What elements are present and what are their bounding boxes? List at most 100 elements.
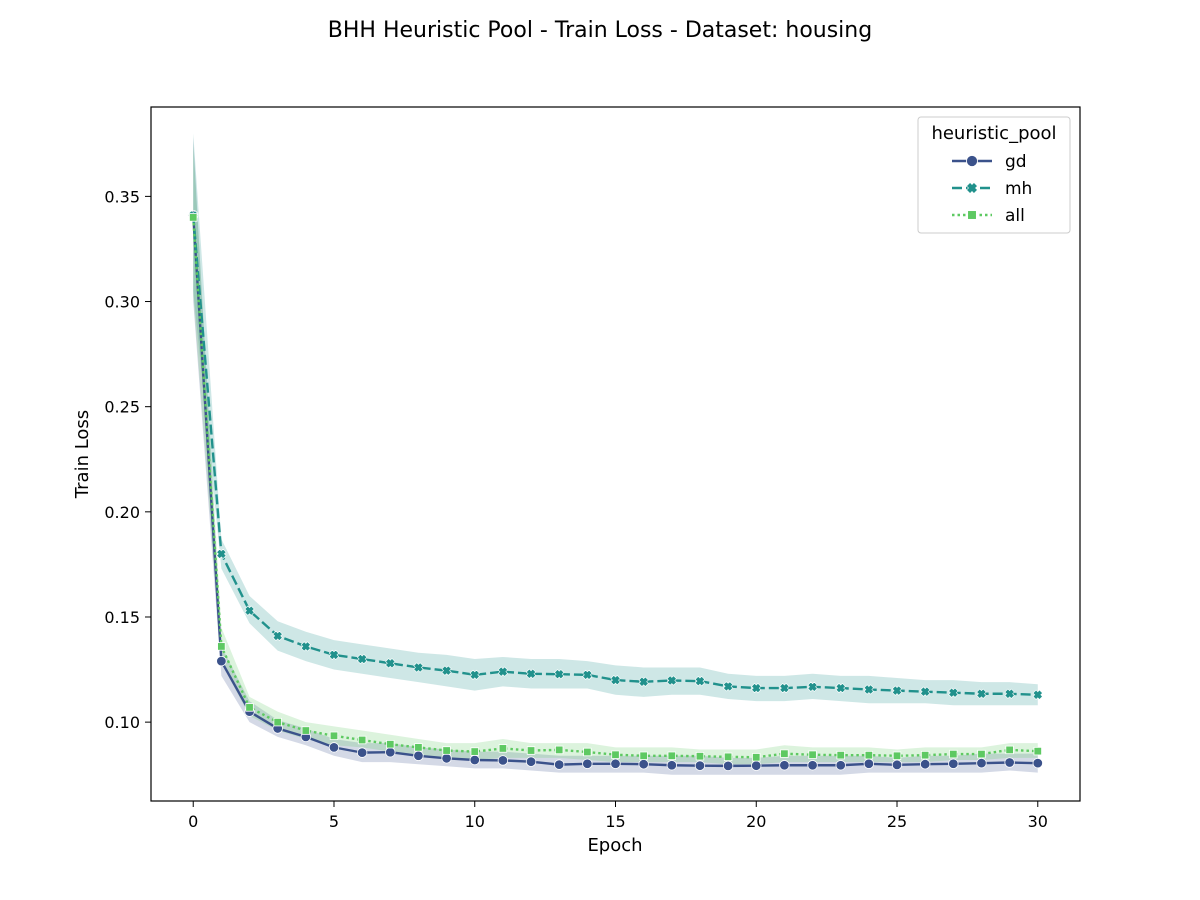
point-mh — [835, 682, 846, 694]
point-gd — [779, 760, 790, 771]
point-gd — [863, 758, 875, 769]
x-axis-label: Epoch — [587, 835, 642, 856]
point-gd — [385, 747, 396, 758]
point-gd — [919, 758, 931, 770]
point-mh — [920, 686, 931, 697]
y-tick-label: 0.30 — [104, 293, 140, 312]
point-mh — [272, 630, 283, 642]
point-gd — [948, 758, 959, 769]
point-gd — [807, 760, 818, 771]
point-all — [639, 751, 648, 760]
point-all — [526, 746, 536, 755]
point-gd — [638, 758, 649, 770]
point-all — [245, 703, 254, 712]
y-tick-label: 0.15 — [104, 608, 140, 627]
chart-title: BHH Heuristic Pool - Train Loss - Datase… — [328, 18, 872, 43]
x-tick-label: 0 — [188, 812, 198, 831]
point-mh — [582, 669, 593, 680]
point-mh — [610, 674, 621, 686]
point-all — [611, 750, 620, 759]
point-mh — [807, 681, 818, 692]
point-all — [498, 744, 508, 753]
point-mh — [976, 688, 987, 699]
point-mh — [441, 665, 452, 676]
point-gd — [553, 759, 565, 770]
point-mh — [554, 669, 565, 680]
point-gd — [469, 754, 480, 766]
point-all — [723, 752, 733, 762]
point-mh — [694, 676, 706, 687]
point-all — [470, 747, 479, 756]
x-tick-label: 10 — [465, 812, 485, 831]
point-mh — [525, 668, 537, 679]
point-all — [301, 726, 311, 735]
point-gd — [976, 757, 987, 769]
y-tick-label: 0.35 — [104, 187, 140, 206]
point-gd — [582, 758, 593, 769]
legend-label-gd: gd — [1005, 152, 1027, 172]
point-mh — [328, 649, 340, 660]
point-gd — [835, 760, 846, 771]
y-tick-label: 0.20 — [104, 503, 140, 522]
point-gd — [356, 747, 368, 758]
point-mh — [1004, 688, 1015, 699]
legend-box — [917, 116, 1071, 234]
point-all — [864, 750, 874, 760]
point-all — [780, 749, 789, 758]
point-gd — [216, 655, 227, 667]
point-all — [329, 731, 339, 741]
legend-item-all: all — [952, 206, 1025, 226]
y-axis-label: Train Loss — [72, 410, 93, 499]
x-tick-label: 15 — [605, 812, 625, 831]
point-all — [189, 213, 198, 222]
band-mh — [193, 133, 1038, 706]
point-mh — [216, 548, 227, 560]
y-tick-label: 0.10 — [104, 713, 140, 732]
series-markers — [188, 210, 1043, 772]
point-gd — [610, 758, 621, 769]
point-gd — [441, 753, 452, 764]
point-gd — [694, 760, 706, 771]
point-gd — [666, 760, 678, 771]
point-mh — [666, 675, 677, 686]
point-gd — [328, 742, 340, 753]
point-mh — [497, 666, 509, 677]
point-all — [892, 751, 902, 760]
legend-item-mh: mh — [952, 179, 1032, 199]
point-all — [1033, 746, 1042, 756]
legend-items: gd mh all — [952, 152, 1032, 226]
point-all — [357, 735, 367, 745]
point-gd — [1032, 757, 1043, 769]
point-mh — [300, 641, 311, 652]
point-all — [442, 746, 451, 755]
point-gd — [497, 755, 509, 766]
confidence-bands — [193, 133, 1038, 775]
point-mh — [948, 687, 959, 698]
point-all — [386, 740, 395, 749]
legend-marker-gd — [966, 155, 978, 167]
legend-marker-mh — [966, 182, 978, 194]
y-tick-label: 0.25 — [104, 398, 140, 417]
point-all — [836, 750, 845, 760]
point-mh — [357, 653, 368, 665]
point-all — [949, 749, 958, 759]
point-gd — [722, 760, 734, 772]
point-all — [414, 743, 423, 752]
point-mh — [722, 681, 734, 692]
point-all — [583, 747, 592, 757]
x-tick-label: 30 — [1028, 812, 1048, 831]
point-all — [920, 750, 930, 760]
point-mh — [779, 682, 790, 694]
legend-item-gd: gd — [952, 152, 1027, 172]
point-all — [808, 750, 817, 759]
point-mh — [638, 676, 649, 687]
legend-title: heuristic_pool — [931, 123, 1056, 144]
point-all — [695, 752, 705, 761]
point-all — [977, 749, 986, 759]
x-axis: 0 5 10 15 20 25 30 — [188, 801, 1048, 831]
x-tick-label: 25 — [887, 812, 907, 831]
point-all — [1005, 745, 1014, 755]
point-all — [667, 751, 677, 760]
point-gd — [1004, 757, 1015, 768]
